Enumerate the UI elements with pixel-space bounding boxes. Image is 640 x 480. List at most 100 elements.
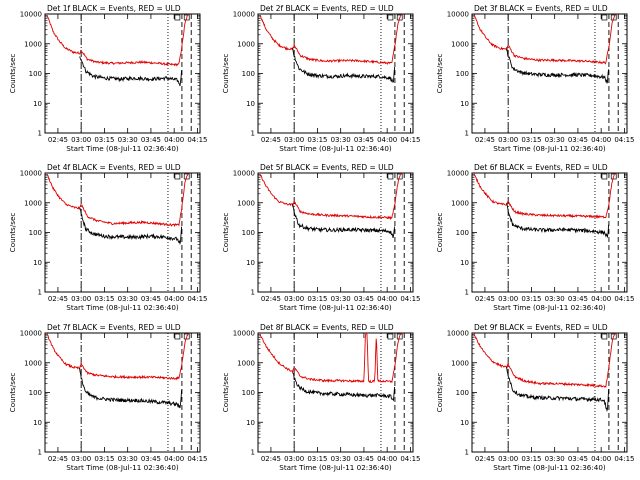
uld-rate-line [473,14,616,65]
x-tick-label: 04:00 [164,455,184,463]
y-tick-label: 1000 [24,359,42,367]
panel-title: Det 2f BLACK = Events, RED = ULD [260,4,394,13]
x-tick-label: 02:45 [48,455,68,463]
y-tick-label: 100 [242,70,255,78]
y-tick-label: 100 [29,229,42,237]
detector-panel-2: 1 10 100 1000 10000 02:45 03:00 03:15 03:30 03:45… [221,4,421,153]
panel-title: Det 9f BLACK = Events, RED = ULD [474,323,608,332]
y-tick-label: 10000 [447,330,469,338]
y-tick-label: 100 [29,389,42,397]
x-tick-label: 03:45 [141,136,161,144]
x-tick-label: 03:15 [521,295,541,303]
panel-title: Det 7f BLACK = Events, RED = ULD [47,323,181,332]
detector-panel-1: 1 10 100 1000 10000 02:45 03:00 03:15 03:30 03:45… [8,4,208,153]
events-rate-line [292,372,396,402]
x-tick-label: 04:00 [164,295,184,303]
marker-square [610,333,617,340]
x-tick-label: 03:15 [521,455,541,463]
x-tick-label: 02:45 [261,295,281,303]
events-rate-line [79,368,183,409]
x-tick-label: 04:15 [400,455,420,463]
y-axis-label: Counts/sec [8,54,17,94]
x-tick-label: 03:00 [284,136,304,144]
uld-rate-line [259,173,402,221]
y-tick-label: 1000 [24,199,42,207]
y-tick-label: 10 [246,100,255,108]
x-tick-label: 03:45 [568,295,588,303]
y-tick-label: 10 [460,259,469,267]
y-tick-label: 10000 [233,11,255,19]
y-tick-label: 100 [242,229,255,237]
y-axis-label: Counts/sec [221,373,230,413]
events-rate-line [292,48,396,84]
x-tick-label: 03:30 [545,136,565,144]
x-tick-label: 03:45 [141,295,161,303]
y-axis-label: Counts/sec [435,54,444,94]
marker-square [183,173,190,180]
x-axis-label: Start Time (08-Jul-11 02:36:40) [493,463,606,472]
y-tick-label: 1000 [237,199,255,207]
y-tick-label: 1000 [237,359,255,367]
x-tick-label: 02:45 [261,455,281,463]
marker-square [387,14,394,21]
x-tick-label: 03:15 [307,295,327,303]
plot-frame [257,332,414,453]
x-tick-label: 03:30 [545,295,565,303]
y-tick-label: 10 [460,100,469,108]
x-tick-label: 04:00 [377,295,397,303]
y-tick-label: 1000 [451,40,469,48]
y-axis-label: Counts/sec [435,373,444,413]
x-tick-label: 04:15 [187,295,207,303]
x-tick-label: 03:00 [284,295,304,303]
x-tick-label: 03:00 [498,455,518,463]
marker-square [601,14,608,21]
y-tick-label: 1 [251,289,255,297]
x-tick-label: 04:15 [400,295,420,303]
x-tick-label: 03:15 [94,295,114,303]
events-rate-line [79,56,183,87]
detector-panel-3: 1 10 100 1000 10000 02:45 03:00 03:15 03:30 03:45… [435,4,635,153]
x-tick-label: 02:45 [261,136,281,144]
x-tick-label: 04:15 [614,455,634,463]
events-rate-line [506,366,610,412]
y-tick-label: 10000 [233,330,255,338]
y-tick-label: 10 [33,100,42,108]
marker-square [396,333,403,340]
y-tick-label: 10000 [447,11,469,19]
events-rate-line [292,203,396,239]
x-tick-label: 03:30 [331,455,351,463]
marker-square [174,173,181,180]
x-tick-label: 04:00 [377,455,397,463]
y-tick-label: 1000 [24,40,42,48]
y-tick-label: 1 [251,449,255,457]
uld-rate-line [46,333,189,381]
x-axis-label: Start Time (08-Jul-11 02:36:40) [279,303,392,312]
marker-square [610,14,617,21]
y-tick-label: 10000 [20,11,42,19]
x-tick-label: 04:00 [591,455,611,463]
uld-rate-line [473,333,616,388]
x-axis-label: Start Time (08-Jul-11 02:36:40) [493,303,606,312]
x-tick-label: 02:45 [475,455,495,463]
y-tick-label: 1 [465,130,469,138]
x-axis-label: Start Time (08-Jul-11 02:36:40) [279,463,392,472]
x-tick-label: 03:45 [354,136,374,144]
uld-rate-line [473,173,616,219]
x-tick-label: 03:45 [354,295,374,303]
detector-panel-5: 1 10 100 1000 10000 02:45 03:00 03:15 03:30 03:45… [221,163,421,312]
y-tick-label: 1 [38,130,42,138]
x-tick-label: 03:15 [94,136,114,144]
x-tick-label: 03:00 [71,455,91,463]
x-tick-label: 03:15 [307,136,327,144]
panel-title: Det 1f BLACK = Events, RED = ULD [47,4,181,13]
x-tick-label: 02:45 [475,295,495,303]
x-tick-label: 02:45 [48,295,68,303]
plot-frame [44,13,201,134]
x-tick-label: 03:15 [307,455,327,463]
marker-square [396,173,403,180]
y-axis-label: Counts/sec [221,213,230,253]
x-tick-label: 02:45 [48,136,68,144]
panel-title: Det 6f BLACK = Events, RED = ULD [474,163,608,172]
x-tick-label: 04:00 [591,295,611,303]
y-tick-label: 100 [456,389,469,397]
